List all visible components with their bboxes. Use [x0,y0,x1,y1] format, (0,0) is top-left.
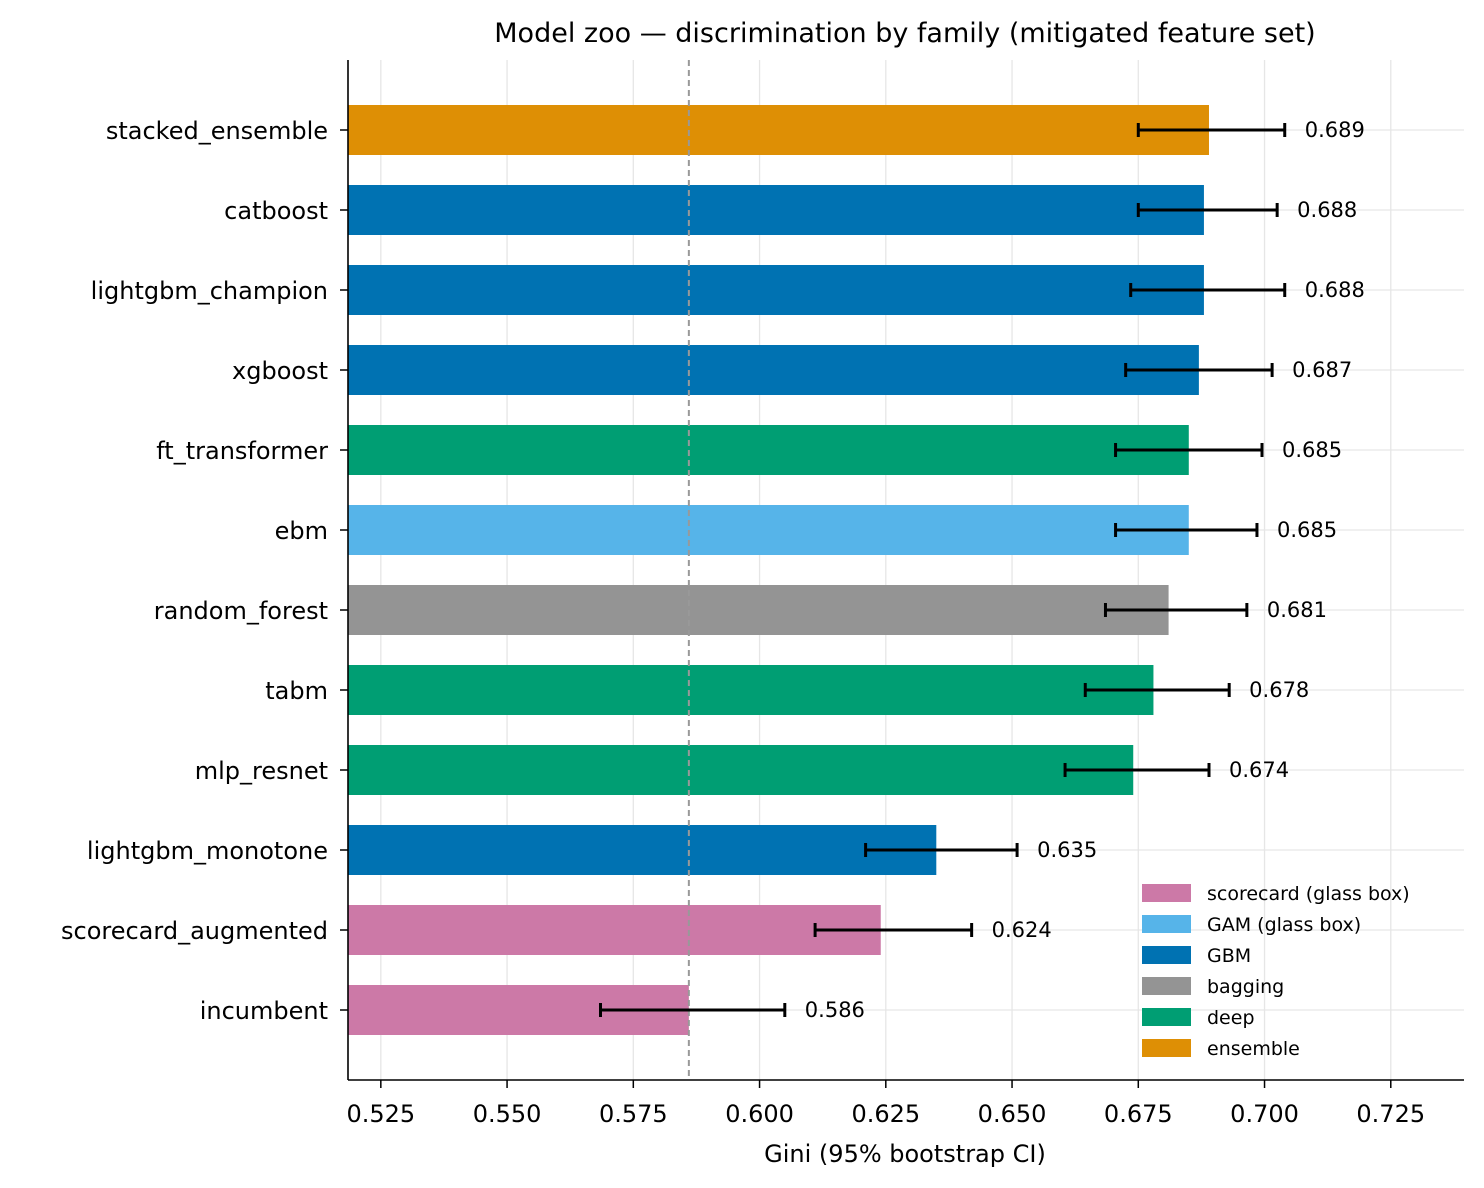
legend-swatch [1142,915,1191,933]
bar-lightgbm_champion [348,265,1204,315]
x-tick-label: 0.550 [473,1100,542,1128]
error-bar-random_forest [1103,603,1249,617]
error-bar-lightgbm_champion [1129,283,1287,297]
legend-item: deep [1142,1007,1255,1029]
x-tick-label: 0.625 [851,1100,920,1128]
value-label: 0.685 [1282,438,1342,462]
y-tick-label: ft_transformer [156,437,328,465]
value-label: 0.688 [1305,278,1365,302]
legend-label: bagging [1207,976,1284,998]
value-label: 0.678 [1249,678,1309,702]
bar-ft_transformer [348,425,1189,475]
bar-mlp_resnet [348,745,1134,795]
legend-item: GBM [1142,945,1251,967]
error-bars-group [598,123,1287,1017]
bar-scorecard_augmented [348,905,881,955]
x-axis-label: Gini (95% bootstrap CI) [764,1140,1046,1168]
error-bar-catboost [1136,203,1279,217]
value-label: 0.681 [1267,598,1327,622]
legend-swatch [1142,977,1191,995]
bar-ebm [348,505,1189,555]
value-label: 0.689 [1305,118,1365,142]
y-tick-label: ebm [275,517,328,545]
error-bar-tabm [1083,683,1231,697]
value-label: 0.635 [1037,838,1097,862]
chart-title: Model zoo — discrimination by family (mi… [494,18,1315,49]
legend-label: scorecard (glass box) [1207,883,1410,905]
y-tick-label: tabm [265,677,328,705]
bar-lightgbm_monotone [348,825,937,875]
error-bar-scorecard_augmented [813,923,974,937]
y-tick-label: scorecard_augmented [61,917,328,945]
error-bar-lightgbm_monotone [864,843,1019,857]
legend-label: ensemble [1207,1038,1300,1060]
error-bar-mlp_resnet [1063,763,1211,777]
error-bar-xgboost [1124,363,1274,377]
legend-label: deep [1207,1007,1255,1029]
bar-catboost [348,185,1204,235]
x-tick-label: 0.600 [725,1100,794,1128]
y-tick-label: stacked_ensemble [106,117,328,145]
value-label: 0.624 [992,918,1052,942]
x-tick-label: 0.675 [1104,1100,1173,1128]
y-tick-label: random_forest [154,597,328,625]
legend-label: GBM [1207,945,1251,967]
bars-group [348,105,1209,1035]
legend-swatch [1142,884,1191,902]
legend-item: bagging [1142,976,1284,998]
value-label: 0.688 [1297,198,1357,222]
x-tick-label: 0.575 [599,1100,668,1128]
value-label: 0.586 [805,998,865,1022]
x-tick-label: 0.725 [1356,1100,1425,1128]
value-label: 0.685 [1277,518,1337,542]
value-labels-group: 0.689 0.688 0.688 0.687 0.685 0.685 0.681 0.678… [805,118,1365,1022]
y-tick-label: lightgbm_monotone [87,837,328,865]
error-bar-stacked_ensemble [1136,123,1287,137]
legend-item: GAM (glass box) [1142,914,1361,936]
value-label: 0.674 [1229,758,1289,782]
legend-swatch [1142,1039,1191,1057]
y-tick-label: xgboost [232,357,328,385]
legend-swatch [1142,1008,1191,1026]
x-tick-label: 0.650 [978,1100,1047,1128]
error-bar-ebm [1114,523,1259,537]
legend: scorecard (glass box) GAM (glass box) GBM b… [1142,883,1410,1060]
y-tick-labels: stacked_ensemble catboost lightgbm_champio… [61,117,328,1025]
y-tick-label: lightgbm_champion [91,277,328,305]
y-tick-label: catboost [224,197,328,225]
legend-item: ensemble [1142,1038,1300,1060]
legend-item: scorecard (glass box) [1142,883,1410,905]
value-label: 0.687 [1292,358,1352,382]
x-tick-labels: 0.525 0.550 0.575 0.600 0.625 0.650 0.675 0.700… [346,1100,1425,1128]
x-tick-label: 0.525 [346,1100,415,1128]
bar-xgboost [348,345,1199,395]
error-bar-ft_transformer [1114,443,1264,457]
legend-swatch [1142,946,1191,964]
y-tick-label: incumbent [200,997,328,1025]
bar-tabm [348,665,1154,715]
x-tick-label: 0.700 [1230,1100,1299,1128]
y-tick-label: mlp_resnet [195,757,328,785]
bar-random_forest [348,585,1169,635]
legend-label: GAM (glass box) [1207,914,1361,936]
axes-group [340,60,1464,1088]
error-bar-incumbent [598,1003,787,1017]
bar-stacked_ensemble [348,105,1209,155]
